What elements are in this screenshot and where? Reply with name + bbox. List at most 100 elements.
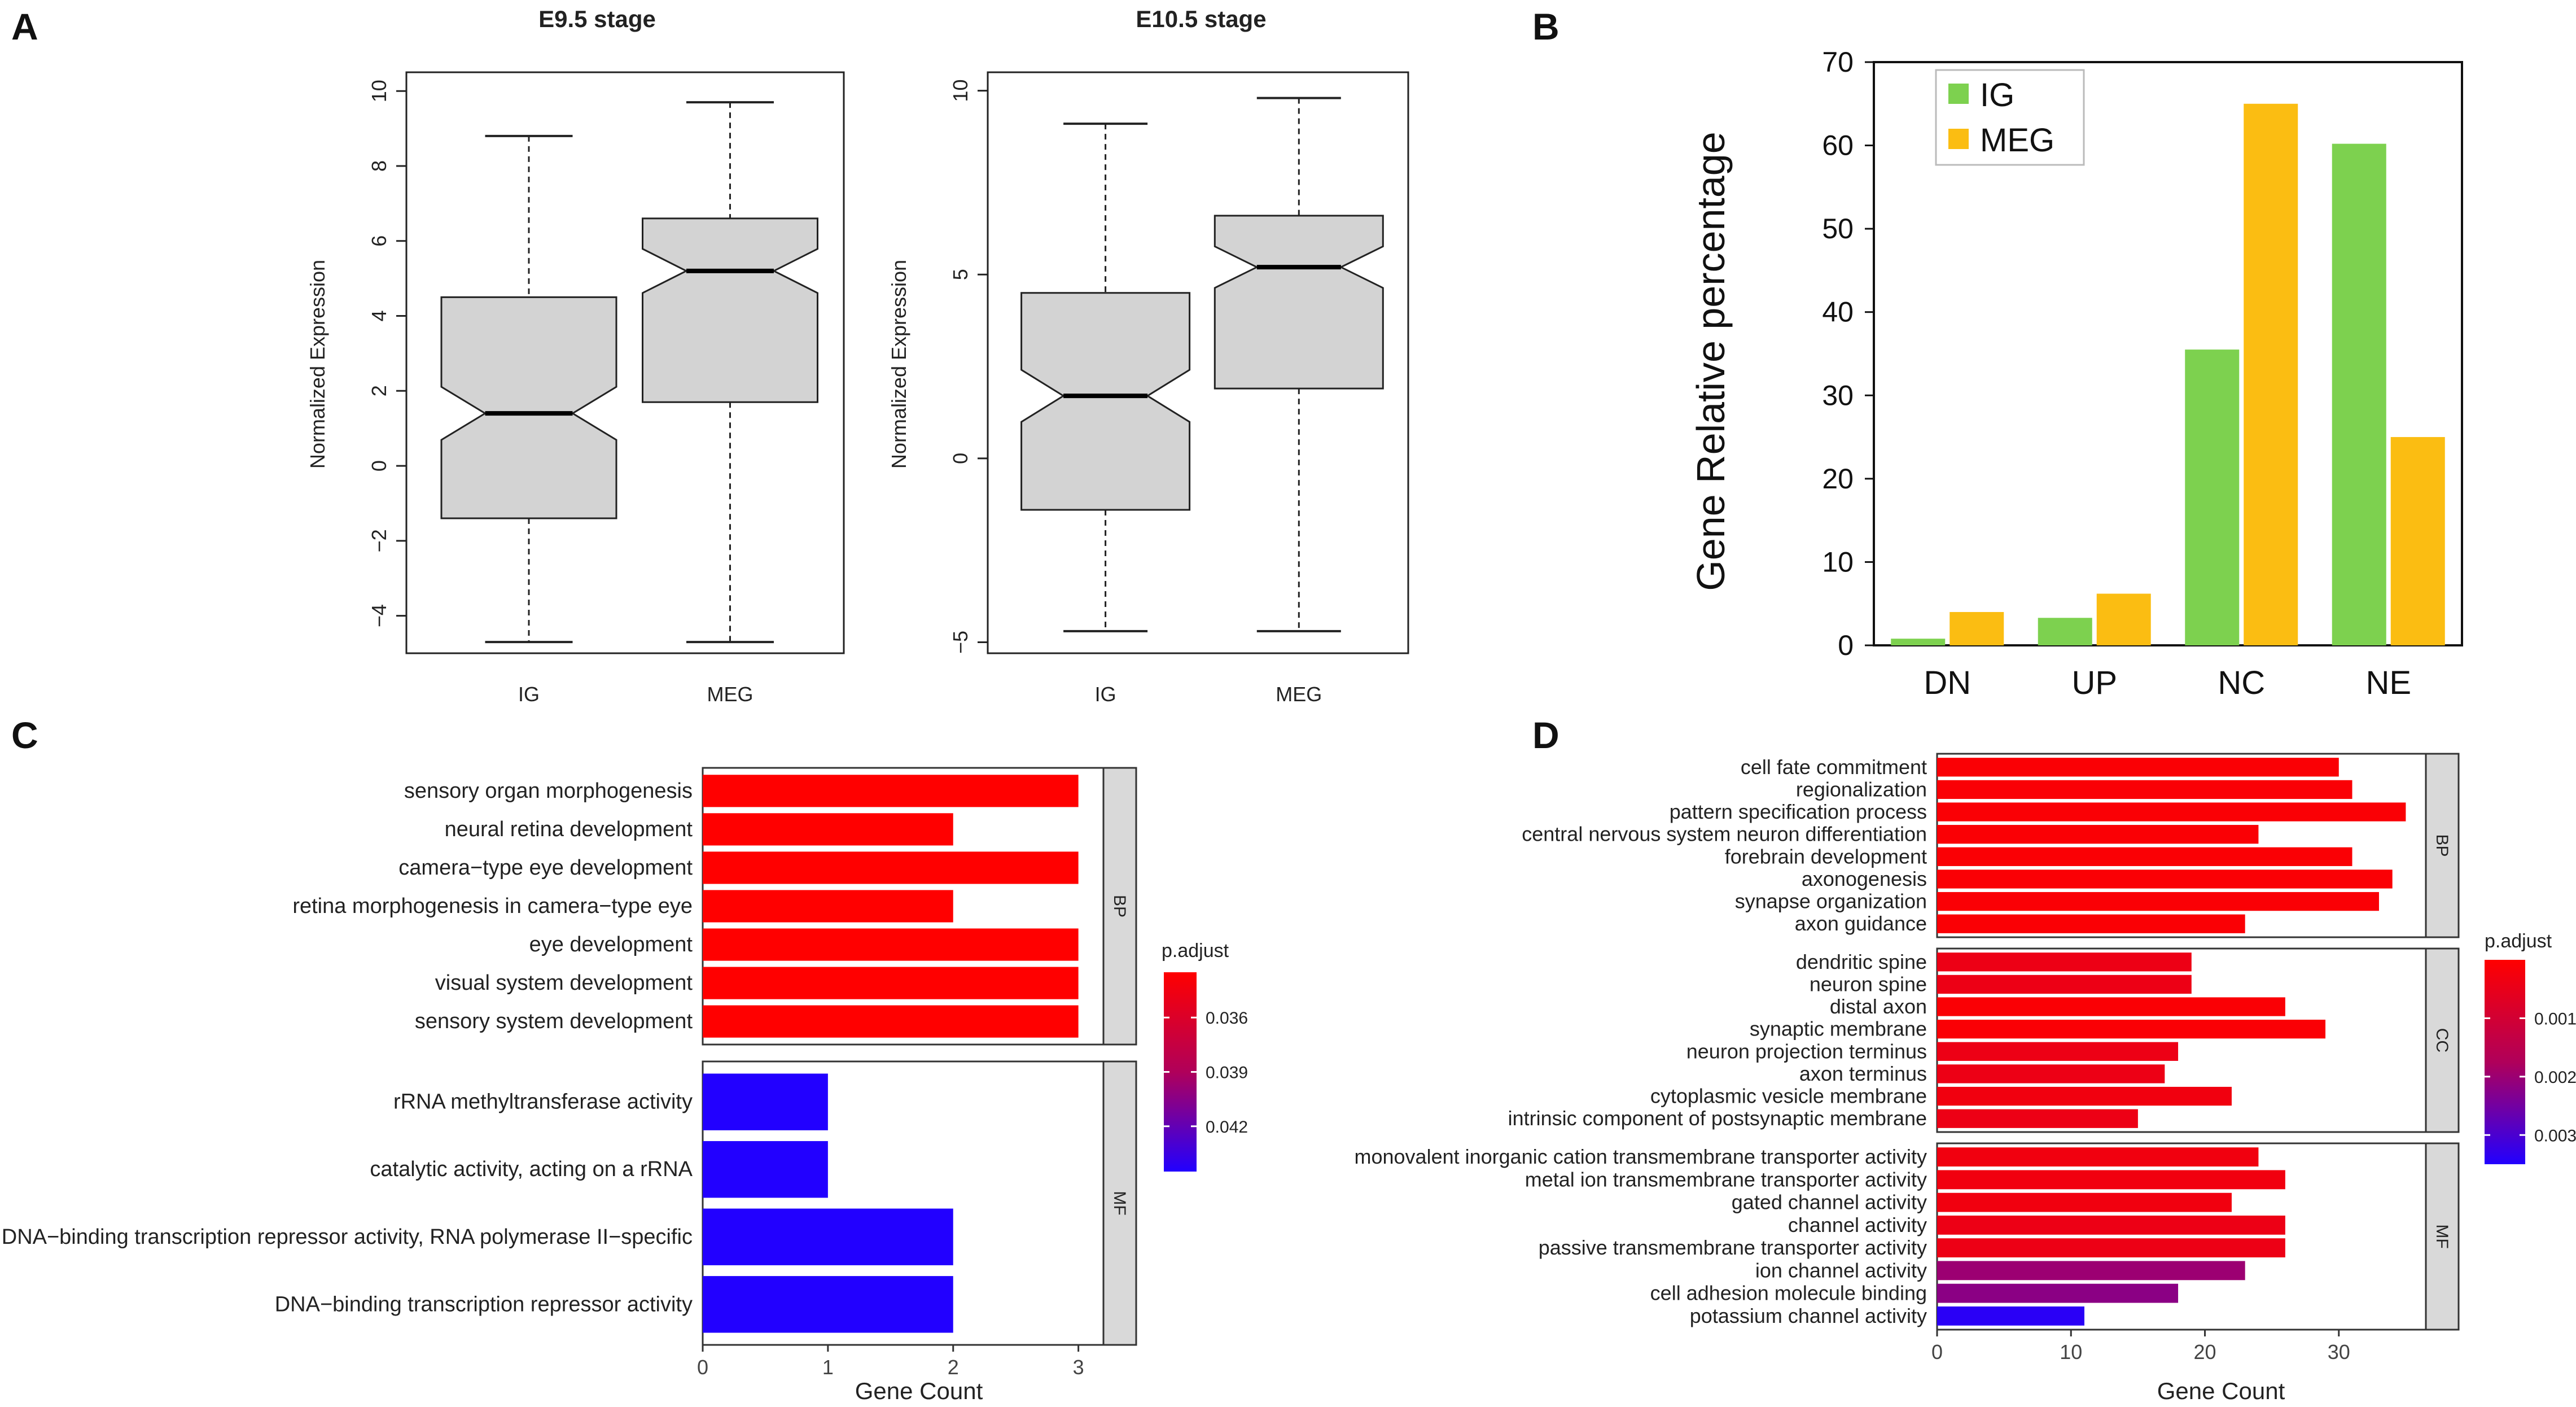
go-bar bbox=[703, 1141, 828, 1198]
bar-meg-up bbox=[2096, 593, 2151, 645]
go-bar bbox=[1937, 1020, 2326, 1039]
facet-strip-cc bbox=[2425, 947, 2460, 1133]
go-bar bbox=[1937, 825, 2259, 844]
go-term-label: cell adhesion molecule binding bbox=[1650, 1282, 1927, 1305]
go-term-label: camera−type eye development bbox=[398, 856, 693, 880]
legend-swatch-meg bbox=[1948, 129, 1969, 149]
bar-meg-dn bbox=[1949, 611, 2004, 645]
go-term-label: axon guidance bbox=[1795, 912, 1927, 935]
notched-box-meg bbox=[1213, 215, 1384, 390]
colorbar-tick-label: 0.001 bbox=[2534, 1010, 2576, 1028]
go-term-label: axon terminus bbox=[1799, 1062, 1927, 1085]
x-axis-label: Gene Count bbox=[2157, 1378, 2285, 1404]
go-term-label: potassium channel activity bbox=[1690, 1304, 1927, 1327]
x-category-label: NE bbox=[2365, 665, 2411, 701]
colorbar bbox=[2485, 960, 2525, 1164]
y-tick-label: 5 bbox=[949, 269, 972, 280]
y-axis-label: Gene Relative percentage bbox=[1689, 132, 1733, 591]
panel-label-d: D bbox=[1532, 714, 1559, 756]
go-term-label: forebrain development bbox=[1725, 845, 1927, 868]
y-tick-label: 8 bbox=[367, 160, 391, 172]
go-bar bbox=[1937, 892, 2379, 911]
go-term-label: central nervous system neuron differenti… bbox=[1522, 823, 1927, 846]
legend-label-meg: MEG bbox=[1980, 122, 2054, 159]
go-bar bbox=[703, 1073, 828, 1130]
go-term-label: retina morphogenesis in camera−type eye bbox=[292, 894, 693, 918]
go-bar bbox=[703, 1208, 953, 1265]
colorbar-tick-label: 0.036 bbox=[1206, 1009, 1248, 1028]
y-tick-label: 0 bbox=[949, 453, 972, 464]
go-term-label: sensory system development bbox=[415, 1010, 693, 1033]
y-tick-label: 4 bbox=[367, 311, 391, 322]
y-tick-label: 6 bbox=[367, 235, 391, 247]
go-enrichment-c: Gene Count p.adjust BP sensory organ morp… bbox=[2, 767, 1248, 1404]
x-tick-label: 3 bbox=[1073, 1356, 1084, 1379]
y-tick-label: −5 bbox=[949, 631, 972, 654]
bar-chart-gene-percentage: Gene Relative percentage 0 10 20 30 40 50 60 70… bbox=[1689, 46, 2463, 701]
facet-strip-label: MF bbox=[2433, 1224, 2451, 1248]
go-bar bbox=[703, 928, 1079, 961]
go-bar bbox=[703, 1005, 1079, 1038]
go-term-label: rRNA methyltransferase activity bbox=[393, 1090, 693, 1114]
go-bar bbox=[703, 967, 1079, 999]
x-tick-label: 30 bbox=[2328, 1340, 2350, 1364]
go-bar bbox=[1937, 1306, 2084, 1326]
y-tick-label: 70 bbox=[1822, 46, 1854, 78]
go-term-label: distal axon bbox=[1830, 995, 1927, 1018]
facet-strip-label: BP bbox=[1110, 895, 1129, 917]
go-term-label: neuron spine bbox=[1810, 972, 1927, 995]
x-tick-label: 10 bbox=[2060, 1340, 2082, 1364]
x-tick-label: 2 bbox=[948, 1356, 959, 1379]
go-term-label: cytoplasmic vesicle membrane bbox=[1650, 1085, 1927, 1108]
colorbar-tick-label: 0.042 bbox=[1206, 1118, 1248, 1137]
go-bar bbox=[703, 851, 1079, 884]
go-bar bbox=[1937, 1042, 2179, 1061]
boxplot-e9-5: E9.5 stage Normalized Expression −4 −2 0 2 4… bbox=[306, 6, 845, 706]
bar-ig-nc bbox=[2185, 349, 2240, 645]
x-category-label: DN bbox=[1924, 665, 1971, 701]
go-term-label: ion channel activity bbox=[1755, 1259, 1927, 1282]
go-enrichment-d: Gene Count p.adjust BP cell fate commitme… bbox=[1355, 753, 2576, 1404]
bar-meg-ne bbox=[2390, 437, 2445, 645]
go-bar bbox=[703, 813, 953, 846]
y-axis-label: Normalized Expression bbox=[887, 260, 910, 469]
panel-label-c: C bbox=[11, 714, 38, 756]
bar-ig-ne bbox=[2332, 143, 2386, 645]
colorbar-tick-label: 0.003 bbox=[2534, 1126, 2576, 1145]
notched-box-ig bbox=[440, 296, 617, 519]
x-category-label: NC bbox=[2218, 665, 2265, 701]
go-bar bbox=[703, 890, 953, 923]
go-bar bbox=[1937, 802, 2406, 822]
y-tick-label: 0 bbox=[1838, 630, 1854, 661]
y-tick-label: 30 bbox=[1822, 379, 1854, 411]
x-category-label: IG bbox=[518, 683, 540, 706]
x-category-label: UP bbox=[2071, 665, 2117, 701]
bar-meg-nc bbox=[2244, 103, 2298, 646]
go-term-label: eye development bbox=[529, 933, 693, 956]
facet-strip-bp bbox=[2425, 753, 2460, 938]
go-bar bbox=[1937, 1086, 2232, 1106]
go-term-label: neural retina development bbox=[445, 818, 693, 841]
go-term-label: dendritic spine bbox=[1796, 950, 1927, 973]
go-bar bbox=[1937, 1147, 2259, 1167]
go-bar bbox=[1937, 758, 2339, 777]
go-term-label: synapse organization bbox=[1735, 890, 1927, 913]
go-bar bbox=[1937, 914, 2245, 933]
facet-strip-label: MF bbox=[1110, 1191, 1129, 1215]
go-term-label: synaptic membrane bbox=[1750, 1017, 1927, 1041]
go-bar bbox=[1937, 780, 2352, 799]
y-tick-label: −4 bbox=[367, 604, 391, 627]
legend-swatch-ig bbox=[1948, 84, 1969, 104]
y-tick-label: 20 bbox=[1822, 463, 1854, 495]
y-tick-label: 50 bbox=[1822, 213, 1854, 244]
y-axis-label: Normalized Expression bbox=[306, 260, 329, 469]
y-tick-label: 0 bbox=[367, 460, 391, 471]
x-category-label: MEG bbox=[1276, 683, 1322, 706]
x-category-label: MEG bbox=[707, 683, 753, 706]
go-term-label: DNA−binding transcription repressor acti… bbox=[275, 1292, 693, 1316]
go-bar bbox=[1937, 1261, 2245, 1281]
x-tick-label: 0 bbox=[1931, 1340, 1943, 1364]
go-term-label: passive transmembrane transporter activi… bbox=[1539, 1236, 1927, 1259]
go-term-label: catalytic activity, acting on a rRNA bbox=[370, 1157, 693, 1181]
